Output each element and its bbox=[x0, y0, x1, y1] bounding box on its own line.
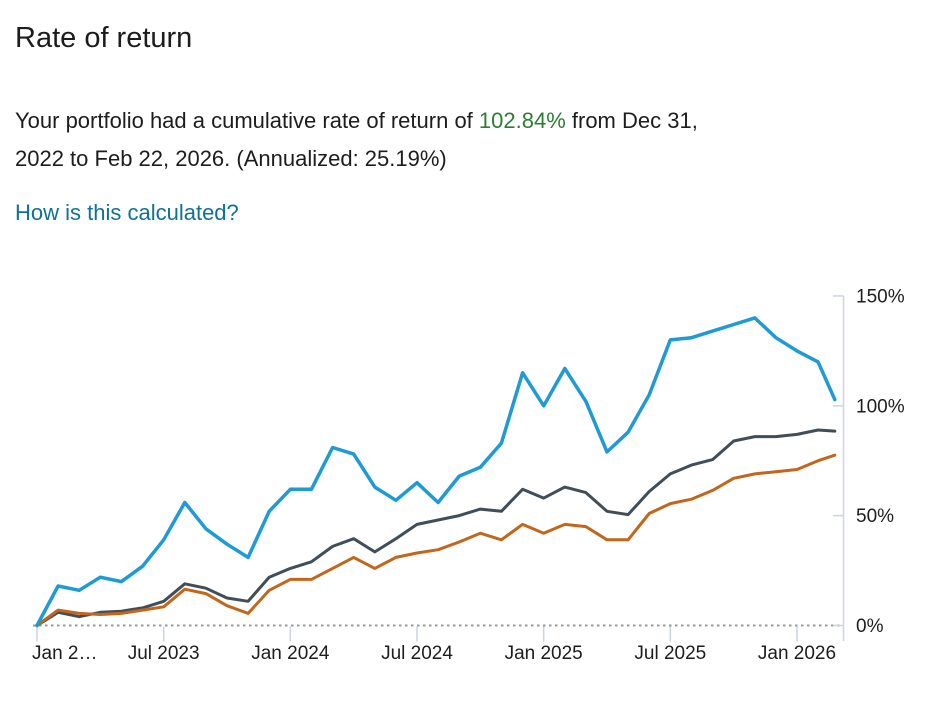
y-tick-label: 50% bbox=[856, 506, 894, 527]
summary-after-value: from Dec 31, bbox=[565, 108, 698, 133]
y-tick-label: 150% bbox=[856, 286, 905, 307]
series-line-dark-gray-benchmark[interactable] bbox=[35, 428, 837, 627]
series-line-portfolio[interactable] bbox=[35, 316, 837, 628]
x-tick-label: Jan 2024 bbox=[251, 643, 330, 664]
cumulative-return-value: 102.84% bbox=[478, 108, 566, 133]
summary-text: Your portfolio had a cumulative rate of … bbox=[15, 102, 935, 178]
page-title: Rate of return bbox=[15, 22, 193, 54]
how-calculated-link[interactable]: How is this calculated? bbox=[15, 200, 239, 225]
y-tick-label: 100% bbox=[856, 396, 905, 417]
x-tick-label: Jul 2023 bbox=[128, 643, 200, 664]
y-tick-label: 0% bbox=[856, 616, 884, 637]
summary-before-value: Your portfolio had a cumulative rate of … bbox=[15, 108, 479, 133]
line-chart-canvas[interactable]: 0% 50% 100% 150% Jan 2… Jul 2023 Jan 2024 Jul 2… bbox=[0, 269, 947, 707]
rate-of-return-chart[interactable]: 0% 50% 100% 150% Jan 2… Jul 2023 Jan 2024 Jul 2… bbox=[0, 269, 947, 707]
x-tick-label: Jul 2025 bbox=[634, 643, 706, 664]
x-tick-label: Jul 2024 bbox=[381, 643, 453, 664]
x-tick-label: Jan 2… bbox=[32, 643, 97, 664]
series-line-orange-benchmark[interactable] bbox=[35, 453, 837, 627]
header-section: Rate of return Your portfolio had a cumu… bbox=[15, 0, 935, 226]
summary-line2: 2022 to Feb 22, 2026. (Annualized: 25.19… bbox=[15, 146, 447, 171]
x-tick-label: Jan 2026 bbox=[758, 643, 836, 664]
x-tick-label: Jan 2025 bbox=[505, 643, 583, 664]
